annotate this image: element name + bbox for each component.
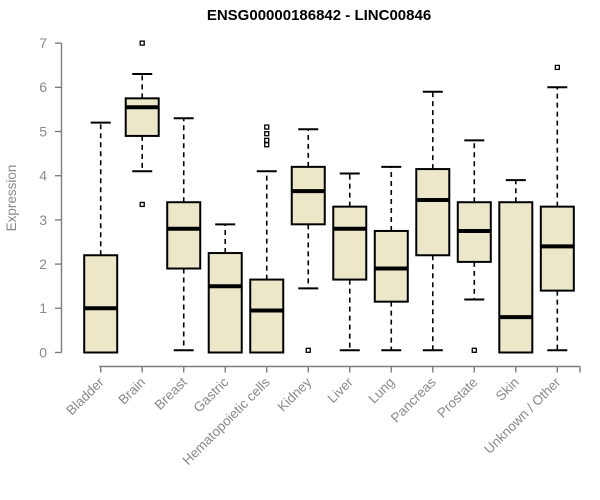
box-group-brain	[124, 40, 160, 208]
box-group-liver	[332, 172, 368, 352]
box-group-kidney	[290, 128, 326, 353]
iqr-box	[415, 168, 451, 257]
x-tick-label-lung: Lung	[366, 375, 398, 407]
iqr-box	[539, 205, 575, 292]
x-tick-label-brain: Brain	[115, 375, 148, 408]
outlier-point	[264, 137, 270, 143]
outlier-point	[264, 124, 270, 130]
y-tick-label: 3	[39, 212, 47, 228]
outlier-point	[264, 142, 270, 148]
box-group-gastric	[207, 223, 243, 354]
x-tick-label-bladder: Bladder	[63, 374, 107, 418]
outlier-point	[554, 64, 560, 71]
y-tick-label: 0	[39, 344, 47, 360]
x-tick-label-breast: Breast	[152, 374, 190, 412]
outlier-point	[139, 40, 145, 46]
y-tick-label: 6	[39, 79, 47, 95]
boxes-layer	[83, 40, 575, 354]
y-tick-label: 2	[39, 256, 47, 272]
y-tick-label: 4	[39, 168, 47, 184]
x-tick-label-pancreas: Pancreas	[388, 374, 439, 425]
iqr-box	[83, 254, 119, 354]
outlier-point	[139, 201, 145, 208]
x-tick-label-kidney: Kidney	[275, 374, 315, 414]
iqr-box	[332, 205, 368, 281]
box-group-pancreas	[415, 90, 451, 352]
x-tick-label-skin: Skin	[493, 375, 522, 404]
y-tick-label: 5	[39, 123, 47, 139]
box-group-bladder	[83, 121, 119, 354]
x-tick-label-liver: Liver	[325, 374, 357, 406]
iqr-box	[290, 165, 326, 226]
y-tick-label: 1	[39, 300, 47, 316]
box-group-prostate	[456, 139, 492, 353]
x-tick-label-gastric: Gastric	[191, 374, 232, 415]
outlier-point	[264, 131, 270, 137]
box-group-lung	[373, 165, 409, 352]
iqr-box	[166, 201, 202, 270]
iqr-box	[498, 201, 534, 354]
box-group-hematopoietic-cells	[249, 124, 285, 354]
outlier-point	[471, 347, 477, 353]
iqr-box	[373, 229, 409, 303]
box-group-unknown-other	[539, 64, 575, 352]
iqr-box	[207, 252, 243, 354]
x-tick-label-unknown-other: Unknown / Other	[481, 374, 564, 457]
y-axis-label: Expression	[4, 165, 19, 232]
x-tick-label-prostate: Prostate	[434, 375, 480, 421]
chart-title: ENSG00000186842 - LINC00846	[207, 7, 431, 24]
iqr-box	[124, 97, 160, 137]
outlier-point	[305, 347, 311, 353]
box-group-skin	[498, 179, 534, 354]
y-tick-label: 7	[39, 35, 47, 51]
iqr-box	[249, 278, 285, 354]
box-group-breast	[166, 117, 202, 352]
